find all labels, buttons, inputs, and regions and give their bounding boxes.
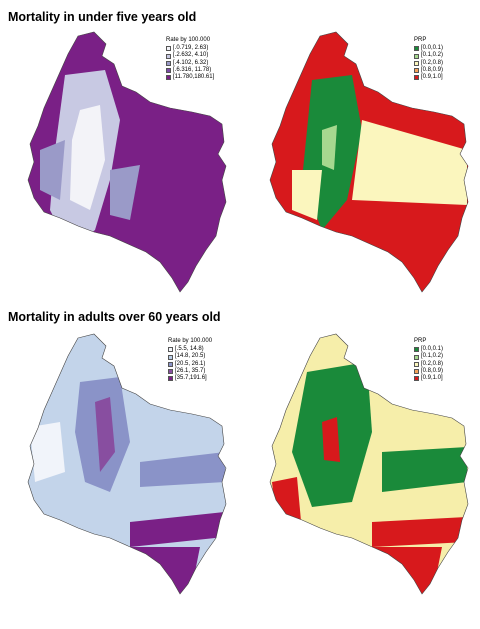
country-border: [27, 31, 227, 293]
legend-item: [20.5, 26.1): [168, 361, 212, 368]
legend-item: [26.1, 35.7): [168, 368, 212, 375]
map-over-sixty-rate: [27, 333, 227, 595]
legend-label: [0.2,0.8): [421, 360, 444, 367]
region-prp-mid: [352, 120, 467, 205]
legend-label: [.6.316, 11.78): [173, 66, 212, 73]
region-east-mid: [140, 452, 225, 487]
legend-swatch: [414, 67, 419, 73]
legend-swatch: [414, 354, 419, 360]
legend-swatch: [168, 361, 173, 367]
legend-item: [0.9,1.0]: [414, 74, 443, 81]
region-high-rate: [95, 397, 115, 472]
legend-swatch: [168, 347, 173, 353]
legend-label: [35.7,191.6]: [175, 375, 207, 382]
legend-label: [14.8, 20.5): [175, 353, 206, 360]
region-lowest-rate: [70, 105, 105, 210]
legend-item: [.0.719, 2.63): [166, 45, 214, 52]
legend-label: [.2.632, 4.10): [173, 52, 209, 59]
legend-item: [.6.316, 11.78): [166, 67, 214, 74]
legend-item: [.5.5, 14.8): [168, 346, 212, 353]
legend-label: [.0.719, 2.63): [173, 45, 209, 52]
region-prp-west-high: [272, 477, 302, 532]
legend-item: [0.2,0.8): [414, 60, 443, 67]
region-prp-mid-2: [292, 170, 322, 220]
region-west-low: [30, 422, 65, 482]
country-border: [27, 333, 227, 595]
legend-item: [0.0,0.1): [414, 45, 443, 52]
legend-label: [0.0,0.1): [421, 346, 444, 353]
legend-label: [0.1,0.2): [421, 52, 444, 59]
legend-over-sixty-rate: Rate by 100.000 [.5.5, 14.8) [14.8, 20.5…: [168, 338, 212, 382]
region-mid-rate: [40, 140, 65, 200]
region-mid-rate-2: [110, 165, 140, 220]
map-under-five-prp: [269, 31, 469, 293]
legend-over-sixty-prp: PRP [0.0,0.1) [0.1,0.2) [0.2,0.8) [0.8,0…: [414, 338, 443, 382]
section-title-over-sixty: Mortality in adults over 60 years old: [8, 310, 221, 324]
region-prp-south-high: [357, 547, 442, 594]
legend-item: [.4.102, 6.32): [166, 60, 214, 67]
legend-title: PRP: [414, 37, 427, 43]
region-south-high: [120, 547, 200, 594]
legend-swatch: [414, 60, 419, 66]
region-prp-east-high: [372, 517, 467, 547]
legend-item: [0.1,0.2): [414, 353, 443, 360]
legend-item: [35.7,191.6]: [168, 375, 212, 382]
region-east-high: [130, 512, 225, 547]
legend-swatch: [166, 53, 171, 59]
legend-swatch: [414, 53, 419, 59]
legend-title: Rate by 100.000: [166, 37, 211, 43]
legend-swatch: [414, 361, 419, 367]
map-over-sixty-prp: [269, 333, 469, 595]
legend-swatch: [168, 376, 173, 382]
region-prp-low-2: [322, 125, 337, 170]
legend-item: [14.8, 20.5): [168, 353, 212, 360]
legend-swatch: [166, 46, 171, 52]
legend-label: [0.8,0.9): [421, 367, 444, 374]
legend-swatch: [168, 368, 173, 374]
region-prp-east-low: [382, 447, 467, 492]
legend-swatch: [166, 75, 171, 81]
map-under-five-rate: [27, 31, 227, 293]
legend-item: [0.0,0.1): [414, 346, 443, 353]
legend-label: [0.1,0.2): [421, 353, 444, 360]
legend-swatch: [414, 75, 419, 81]
legend-label: [0.2,0.8): [421, 59, 444, 66]
legend-label: [0.9,1.0]: [421, 375, 443, 382]
legend-item: [0.9,1.0]: [414, 375, 443, 382]
country-border: [269, 333, 469, 595]
legend-label: [.5.5, 14.8): [175, 346, 204, 353]
legend-swatch: [168, 354, 173, 360]
section-title-under-five: Mortality in under five years old: [8, 10, 197, 24]
legend-item: [0.8,0.9): [414, 67, 443, 74]
legend-label: [11.780,180.61]: [173, 74, 215, 81]
legend-item: [0.1,0.2): [414, 52, 443, 59]
legend-item: [0.2,0.8): [414, 361, 443, 368]
legend-label: [0.8,0.9): [421, 66, 444, 73]
legend-under-five-prp: PRP [0.0,0.1) [0.1,0.2) [0.2,0.8) [0.8,0…: [414, 37, 443, 81]
legend-item: [0.8,0.9): [414, 368, 443, 375]
legend-swatch: [166, 60, 171, 66]
legend-swatch: [414, 368, 419, 374]
country-border: [269, 31, 469, 293]
legend-title: Rate by 100.000: [168, 338, 213, 344]
legend-item: [.2.632, 4.10): [166, 52, 214, 59]
region-prp-high: [322, 417, 340, 462]
legend-swatch: [414, 376, 419, 382]
legend-label: [.4.102, 6.32): [173, 59, 209, 66]
legend-swatch: [414, 347, 419, 353]
legend-title: PRP: [414, 338, 427, 344]
legend-label: [0.9,1.0]: [421, 74, 443, 81]
legend-swatch: [166, 67, 171, 73]
legend-label: [26.1, 35.7): [175, 367, 206, 374]
legend-label: [20.5, 26.1): [175, 360, 206, 367]
legend-under-five-rate: Rate by 100.000 [.0.719, 2.63) [.2.632, …: [166, 37, 214, 81]
legend-swatch: [414, 46, 419, 52]
legend-label: [0.0,0.1): [421, 45, 444, 52]
legend-item: [11.780,180.61]: [166, 74, 214, 81]
